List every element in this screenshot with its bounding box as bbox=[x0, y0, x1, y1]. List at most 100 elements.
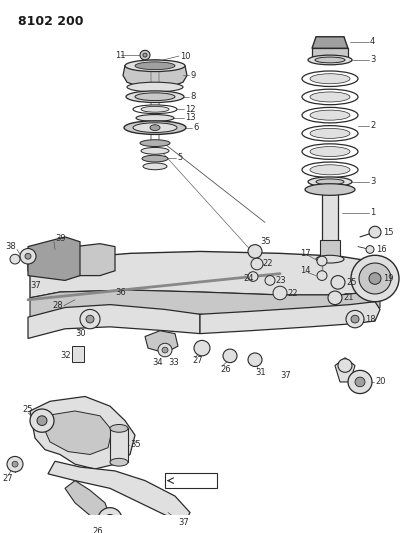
Circle shape bbox=[223, 349, 237, 362]
Ellipse shape bbox=[143, 163, 167, 169]
Ellipse shape bbox=[127, 82, 183, 92]
Ellipse shape bbox=[150, 125, 160, 131]
Ellipse shape bbox=[302, 162, 358, 177]
Ellipse shape bbox=[142, 155, 168, 162]
Ellipse shape bbox=[135, 62, 175, 70]
Bar bbox=[165, 473, 217, 488]
Circle shape bbox=[355, 377, 365, 387]
Text: 15: 15 bbox=[383, 228, 393, 237]
Ellipse shape bbox=[310, 92, 350, 102]
Circle shape bbox=[366, 246, 374, 253]
Bar bbox=[320, 240, 340, 259]
Text: 12: 12 bbox=[185, 105, 196, 114]
Circle shape bbox=[369, 227, 381, 238]
Text: 8: 8 bbox=[190, 92, 195, 101]
Circle shape bbox=[162, 347, 168, 353]
Ellipse shape bbox=[302, 71, 358, 86]
Text: 23: 23 bbox=[275, 276, 286, 285]
Ellipse shape bbox=[110, 458, 128, 466]
Text: 14: 14 bbox=[300, 266, 310, 275]
Circle shape bbox=[105, 514, 115, 524]
Circle shape bbox=[86, 315, 94, 323]
Ellipse shape bbox=[310, 147, 350, 157]
Ellipse shape bbox=[133, 105, 177, 114]
Polygon shape bbox=[65, 481, 110, 525]
Text: 3: 3 bbox=[370, 55, 375, 64]
Text: 39: 39 bbox=[55, 235, 66, 244]
Circle shape bbox=[37, 416, 47, 425]
Text: 27: 27 bbox=[192, 356, 203, 365]
Bar bbox=[322, 190, 338, 243]
Polygon shape bbox=[312, 37, 348, 49]
Circle shape bbox=[317, 271, 327, 280]
Circle shape bbox=[351, 315, 359, 323]
Ellipse shape bbox=[310, 74, 350, 84]
Ellipse shape bbox=[308, 177, 352, 187]
Text: 37: 37 bbox=[280, 370, 291, 379]
Ellipse shape bbox=[141, 148, 169, 154]
Ellipse shape bbox=[315, 57, 345, 63]
Ellipse shape bbox=[305, 184, 355, 195]
Text: 21: 21 bbox=[343, 293, 353, 302]
Bar bbox=[110, 429, 128, 462]
Ellipse shape bbox=[136, 115, 174, 122]
Text: 3: 3 bbox=[370, 177, 375, 187]
Circle shape bbox=[338, 359, 352, 372]
Polygon shape bbox=[48, 461, 190, 522]
Text: 36: 36 bbox=[115, 287, 126, 296]
Text: 22: 22 bbox=[287, 288, 298, 297]
Ellipse shape bbox=[310, 110, 350, 120]
Circle shape bbox=[98, 507, 122, 531]
Text: 18: 18 bbox=[365, 314, 376, 324]
Text: 8102 200: 8102 200 bbox=[18, 15, 83, 28]
Circle shape bbox=[10, 254, 20, 264]
Polygon shape bbox=[145, 330, 178, 353]
Text: 35: 35 bbox=[260, 237, 270, 246]
Ellipse shape bbox=[302, 108, 358, 123]
Text: 37: 37 bbox=[30, 281, 41, 290]
Circle shape bbox=[346, 310, 364, 328]
Text: 24: 24 bbox=[243, 274, 254, 283]
Circle shape bbox=[158, 343, 172, 357]
Text: 33: 33 bbox=[168, 358, 179, 367]
Text: 19: 19 bbox=[383, 274, 393, 283]
Text: 30: 30 bbox=[75, 329, 85, 338]
Text: 16: 16 bbox=[376, 245, 387, 254]
Circle shape bbox=[143, 53, 147, 57]
Text: 26: 26 bbox=[92, 527, 103, 533]
Circle shape bbox=[7, 456, 23, 472]
Polygon shape bbox=[30, 397, 135, 469]
Text: 34: 34 bbox=[152, 358, 163, 367]
Text: 20: 20 bbox=[375, 377, 386, 386]
Polygon shape bbox=[200, 302, 380, 334]
Circle shape bbox=[30, 409, 54, 432]
Ellipse shape bbox=[310, 165, 350, 175]
Circle shape bbox=[248, 353, 262, 367]
Text: 1: 1 bbox=[370, 208, 375, 217]
Bar bbox=[312, 49, 348, 58]
Polygon shape bbox=[28, 244, 115, 276]
Ellipse shape bbox=[302, 126, 358, 141]
Ellipse shape bbox=[124, 121, 186, 134]
Text: 37: 37 bbox=[178, 518, 189, 527]
Ellipse shape bbox=[310, 128, 350, 139]
Ellipse shape bbox=[133, 123, 177, 133]
Circle shape bbox=[265, 276, 275, 285]
Ellipse shape bbox=[140, 140, 170, 147]
Circle shape bbox=[25, 253, 31, 259]
Text: 17: 17 bbox=[300, 249, 311, 258]
Polygon shape bbox=[44, 411, 112, 455]
Circle shape bbox=[80, 310, 100, 329]
Polygon shape bbox=[30, 252, 380, 298]
Ellipse shape bbox=[126, 91, 184, 102]
Text: 22: 22 bbox=[262, 260, 272, 269]
Polygon shape bbox=[28, 304, 200, 338]
Circle shape bbox=[248, 245, 262, 258]
Bar bbox=[72, 346, 84, 362]
Circle shape bbox=[140, 50, 150, 60]
Circle shape bbox=[194, 341, 210, 356]
Text: 27: 27 bbox=[2, 474, 13, 483]
Text: 11: 11 bbox=[115, 51, 125, 60]
Circle shape bbox=[348, 370, 372, 393]
Text: 5: 5 bbox=[177, 153, 182, 162]
